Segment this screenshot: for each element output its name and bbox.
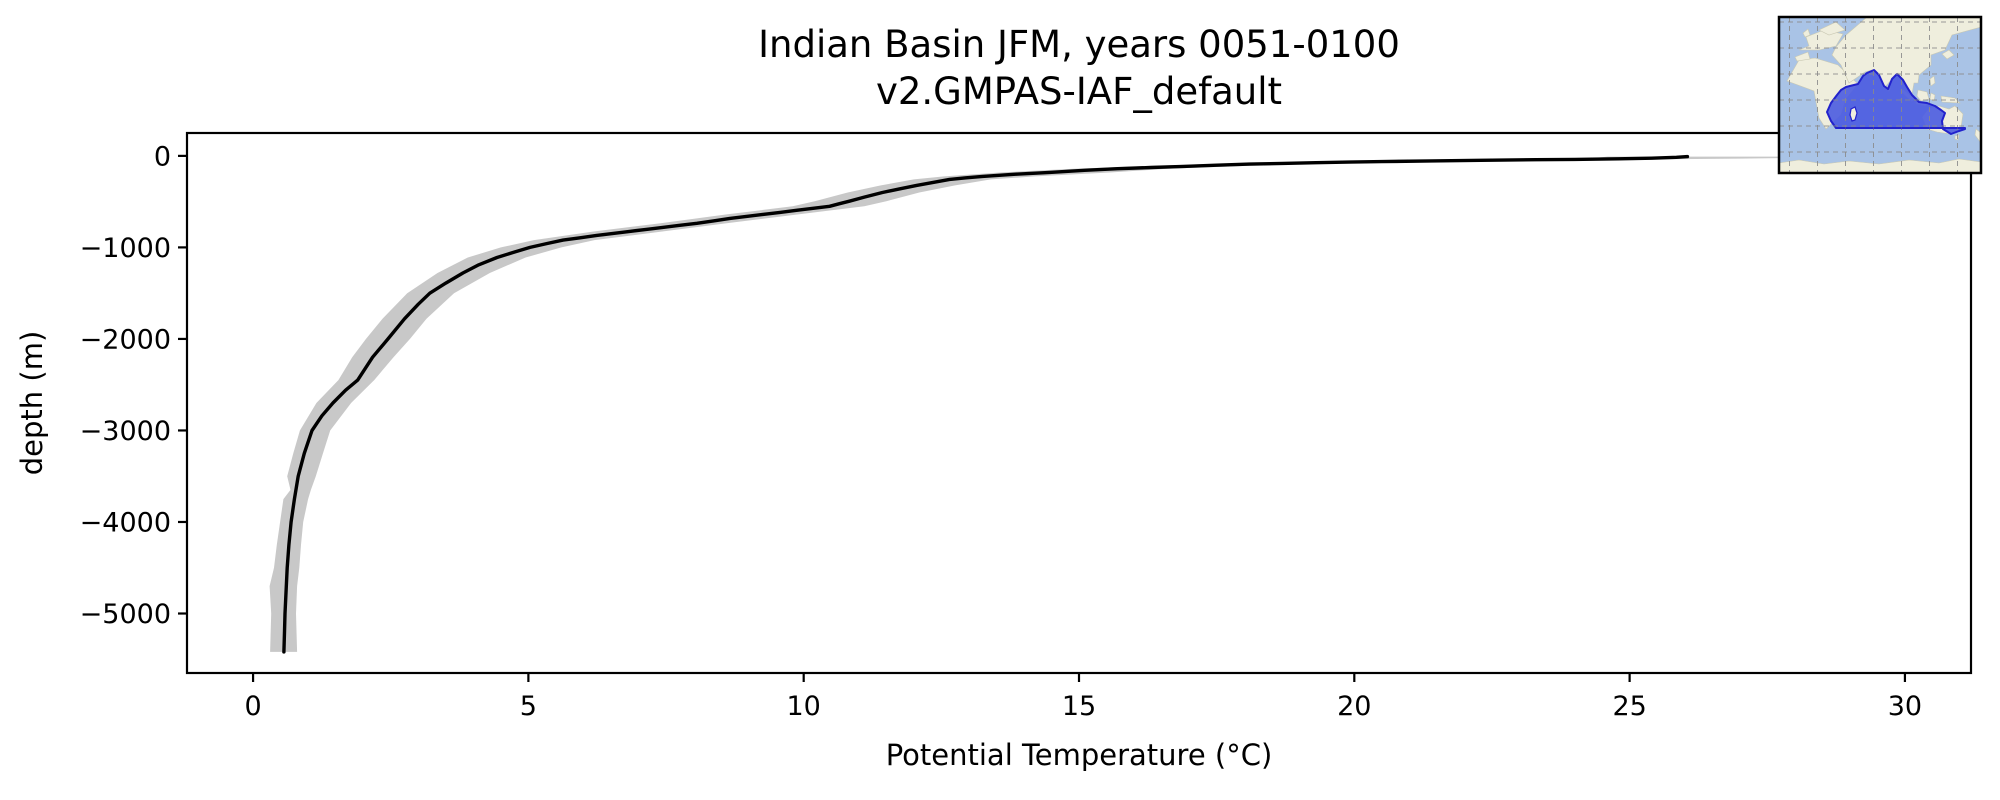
x-tick-label: 5: [520, 691, 537, 722]
y-tick-label: −4000: [80, 507, 171, 538]
y-tick-label: 0: [154, 141, 171, 172]
y-axis: 0 −1000 −2000 −3000 −4000 −5000: [80, 141, 187, 630]
y-tick-label: −2000: [80, 324, 171, 355]
plot-area: [269, 154, 1872, 654]
map-landmass: [1794, 51, 1811, 62]
uncertainty-band: [269, 156, 1872, 652]
y-tick-label: −1000: [80, 233, 171, 264]
axes-frame: [185, 131, 1973, 675]
x-tick-label: 15: [1062, 691, 1096, 722]
inset-map-locator: [1777, 15, 1983, 175]
x-tick-label: 25: [1612, 691, 1646, 722]
map-landmass: [1941, 49, 1955, 60]
y-tick-label: −3000: [80, 416, 171, 447]
map-madagascar-island: [1849, 106, 1858, 122]
temperature-profile-line: [282, 154, 1690, 654]
x-tick-label: 30: [1888, 691, 1922, 722]
x-axis-label: Potential Temperature (°C): [886, 738, 1273, 772]
x-tick-label: 0: [244, 691, 261, 722]
indian-basin-region: [1826, 69, 1966, 135]
x-axis: 0 5 10 15 20 25 30: [244, 673, 1922, 722]
y-tick-label: −5000: [80, 599, 171, 630]
map-landmass: [1929, 75, 1936, 87]
x-tick-label: 20: [1337, 691, 1371, 722]
map-border: [1777, 15, 1983, 175]
x-tick-label: 10: [787, 691, 821, 722]
y-axis-label: depth (m): [15, 331, 49, 476]
chart-title-line1: Indian Basin JFM, years 0051-0100: [758, 23, 1400, 66]
chart-title-line2: v2.GMPAS-IAF_default: [876, 70, 1282, 113]
map-landmass: [1802, 28, 1811, 38]
map-landmass: [1929, 92, 1936, 102]
